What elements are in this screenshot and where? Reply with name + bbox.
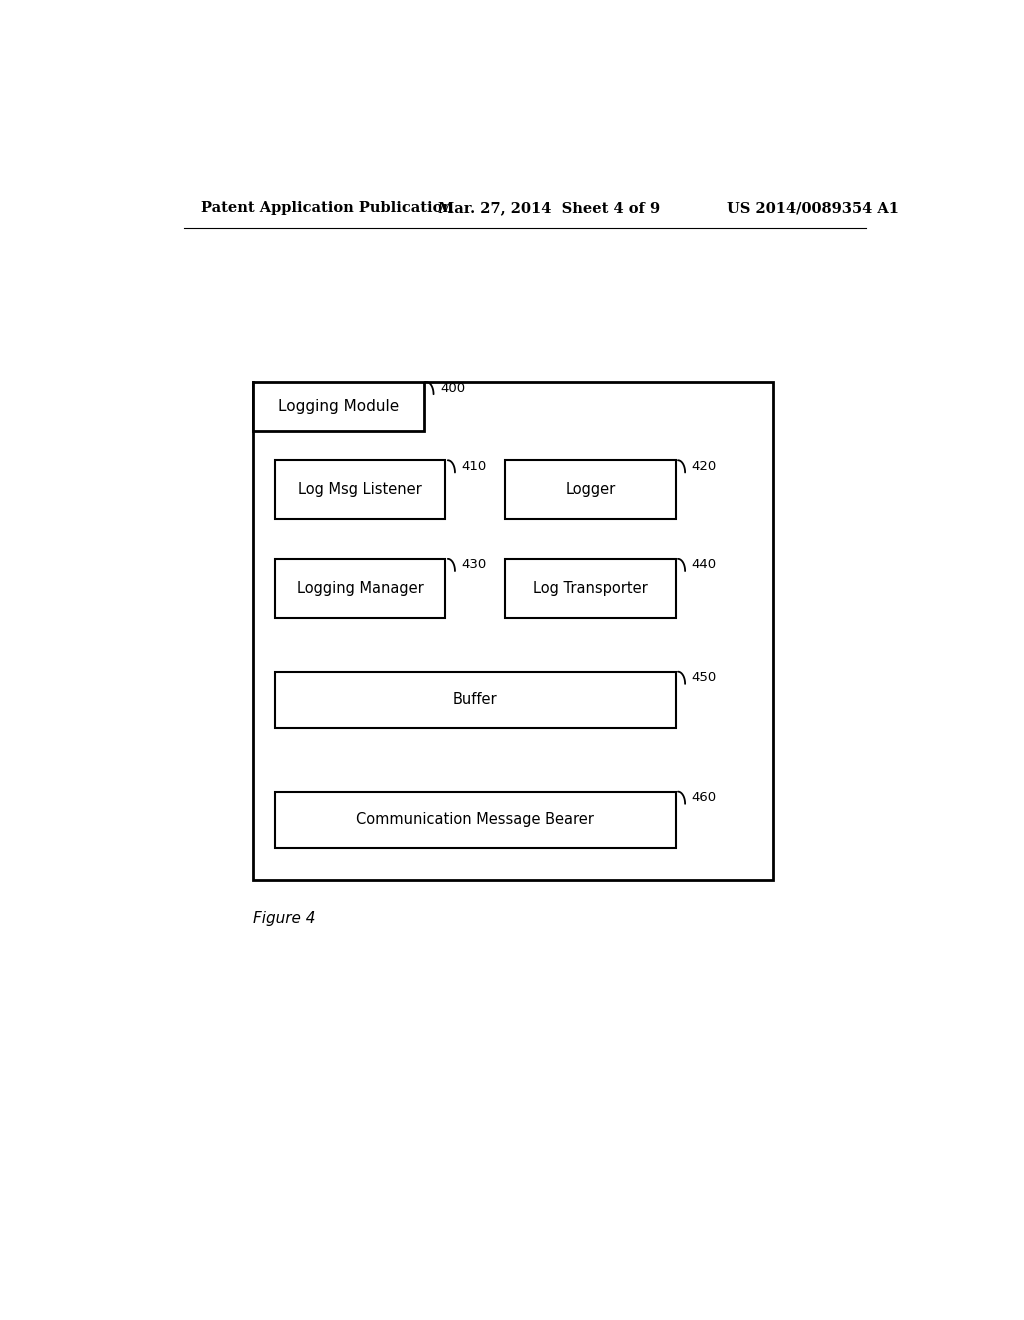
Text: Log Transporter: Log Transporter bbox=[532, 581, 647, 595]
Text: Logging Module: Logging Module bbox=[279, 399, 399, 414]
Bar bbox=[505, 558, 676, 618]
Bar bbox=[274, 461, 445, 519]
Text: Mar. 27, 2014  Sheet 4 of 9: Mar. 27, 2014 Sheet 4 of 9 bbox=[437, 201, 659, 215]
Text: Communication Message Bearer: Communication Message Bearer bbox=[356, 812, 594, 828]
Text: Log Msg Listener: Log Msg Listener bbox=[298, 482, 422, 498]
Text: 420: 420 bbox=[691, 459, 717, 473]
Bar bbox=[274, 672, 676, 727]
Bar bbox=[274, 558, 445, 618]
Text: 460: 460 bbox=[691, 791, 717, 804]
Bar bbox=[274, 792, 676, 847]
Bar bbox=[505, 461, 676, 519]
Text: 440: 440 bbox=[691, 558, 717, 572]
Text: Buffer: Buffer bbox=[453, 692, 498, 708]
Text: Figure 4: Figure 4 bbox=[253, 911, 315, 927]
Text: Logging Manager: Logging Manager bbox=[297, 581, 424, 595]
Text: Patent Application Publication: Patent Application Publication bbox=[201, 201, 453, 215]
Text: 430: 430 bbox=[462, 558, 486, 572]
Bar bbox=[253, 381, 424, 430]
Bar bbox=[253, 381, 773, 880]
Text: 410: 410 bbox=[462, 459, 486, 473]
Text: Logger: Logger bbox=[565, 482, 615, 498]
Text: 450: 450 bbox=[691, 672, 717, 684]
Text: US 2014/0089354 A1: US 2014/0089354 A1 bbox=[727, 201, 899, 215]
Text: 400: 400 bbox=[440, 381, 465, 395]
